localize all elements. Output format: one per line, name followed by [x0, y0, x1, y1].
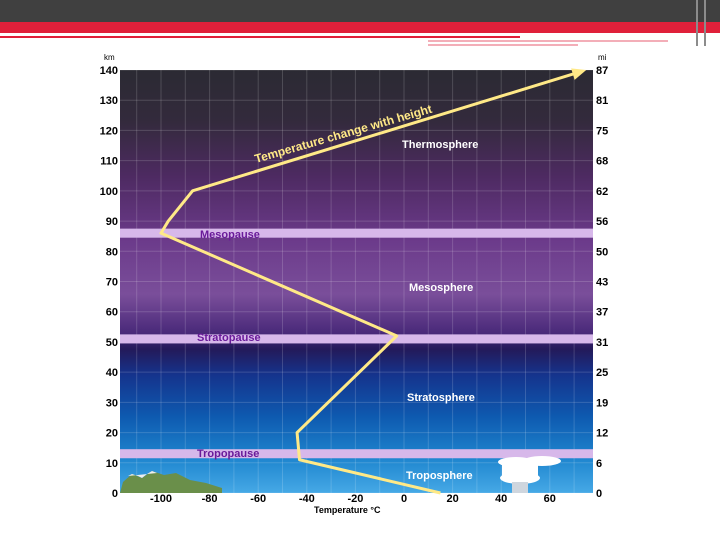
left-tick-label: 90	[106, 216, 118, 228]
x-tick-label: -60	[250, 493, 266, 505]
x-tick-label: 60	[544, 493, 556, 505]
label-stratosphere: Stratosphere	[407, 392, 475, 404]
chart-grid	[120, 69, 593, 494]
x-tick-label: -40	[299, 493, 315, 505]
right-tick-label: 62	[596, 186, 608, 198]
right-tick-label: 12	[596, 428, 608, 440]
left-tick-label: 100	[100, 186, 118, 198]
left-tick-label: 20	[106, 428, 118, 440]
right-tick-label: 81	[596, 95, 608, 107]
slide-divider-line	[696, 0, 698, 46]
x-axis-title: Temperature °C	[314, 505, 381, 515]
x-tick-label: -80	[202, 493, 218, 505]
label-mesopause: Mesopause	[200, 229, 260, 241]
mountain-snowcap	[128, 471, 157, 478]
stratopause-band	[120, 334, 593, 344]
right-tick-label: 19	[596, 397, 608, 409]
temperature-curve	[159, 70, 580, 495]
label-mesosphere: Mesosphere	[409, 282, 473, 294]
left-tick-label: 120	[100, 125, 118, 137]
left-tick-label: 140	[100, 65, 118, 77]
right-axis-unit: mi	[598, 53, 607, 62]
cumulonimbus-cloud	[498, 456, 561, 493]
label-stratopause: Stratopause	[197, 332, 261, 344]
right-tick-label: 56	[596, 216, 608, 228]
slide-pink-line-short	[428, 44, 578, 46]
slide-divider-line	[704, 0, 706, 46]
x-tick-label: -20	[347, 493, 363, 505]
left-axis-unit: km	[104, 53, 115, 62]
x-tick-label: 20	[446, 493, 458, 505]
label-tropopause: Tropopause	[197, 448, 259, 460]
x-tick-label: -100	[150, 493, 172, 505]
left-tick-label: 30	[106, 397, 118, 409]
left-tick-label: 10	[106, 458, 118, 470]
x-tick-label: 0	[401, 493, 407, 505]
right-tick-label: 0	[596, 488, 602, 500]
left-tick-label: 0	[112, 488, 118, 500]
tropopause-band	[120, 449, 593, 459]
right-tick-label: 6	[596, 458, 602, 470]
slide-header-band	[0, 0, 720, 22]
left-tick-label: 60	[106, 307, 118, 319]
slide-red-line	[0, 36, 520, 38]
right-tick-label: 50	[596, 246, 608, 258]
x-axis-ticks: -100 -80 -60 -40 -20 0 20 40 60	[150, 493, 556, 505]
left-tick-label: 80	[106, 246, 118, 258]
right-tick-label: 87	[596, 65, 608, 77]
pause-bands	[120, 228, 593, 459]
slide-pink-line	[428, 40, 668, 42]
right-tick-label: 37	[596, 307, 608, 319]
left-tick-label: 110	[100, 156, 118, 168]
right-tick-label: 25	[596, 367, 608, 379]
right-tick-label: 75	[596, 125, 608, 137]
left-tick-label: 50	[106, 337, 118, 349]
right-tick-label: 68	[596, 156, 608, 168]
right-tick-label: 43	[596, 277, 608, 289]
mesopause-band	[120, 228, 593, 238]
arrowhead-icon	[571, 68, 587, 80]
right-axis-ticks: 87 81 75 68 62 56 50 43 37 31 25 19 12 6 0	[596, 65, 608, 500]
label-troposphere: Troposphere	[406, 470, 473, 482]
label-thermosphere: Thermosphere	[402, 139, 478, 151]
left-tick-label: 70	[106, 277, 118, 289]
left-tick-label: 40	[106, 367, 118, 379]
slide-red-stripe	[0, 22, 720, 33]
mountain-silhouette	[120, 471, 222, 493]
right-tick-label: 31	[596, 337, 608, 349]
left-tick-label: 130	[100, 95, 118, 107]
x-tick-label: 40	[495, 493, 507, 505]
